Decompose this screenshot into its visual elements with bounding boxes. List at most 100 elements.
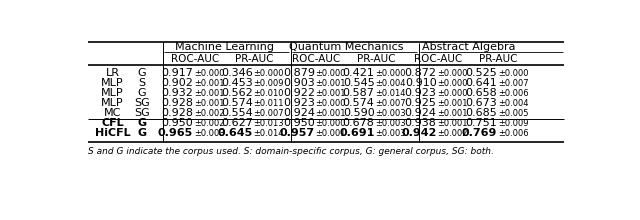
Text: ±0.003: ±0.003	[375, 129, 406, 138]
Text: PR-AUC: PR-AUC	[479, 54, 518, 64]
Text: ±0.000: ±0.000	[316, 119, 346, 128]
Text: G: G	[138, 128, 147, 138]
Text: 0.923: 0.923	[404, 88, 436, 98]
Text: 0.902: 0.902	[161, 78, 193, 88]
Text: 0.924: 0.924	[404, 108, 436, 118]
Text: ±0.014: ±0.014	[375, 89, 406, 98]
Text: 0.925: 0.925	[404, 98, 436, 108]
Text: 0.923: 0.923	[283, 98, 315, 108]
Text: ±0.006: ±0.006	[498, 89, 529, 98]
Text: MLP: MLP	[101, 78, 124, 88]
Text: 0.673: 0.673	[465, 98, 497, 108]
Text: S: S	[138, 78, 145, 88]
Text: ±0.001: ±0.001	[316, 89, 346, 98]
Text: ±0.011: ±0.011	[253, 99, 284, 108]
Text: 0.903: 0.903	[283, 78, 315, 88]
Text: ±0.004: ±0.004	[498, 99, 528, 108]
Text: MC: MC	[104, 108, 121, 118]
Text: HiCFL: HiCFL	[95, 128, 131, 138]
Text: 0.872: 0.872	[404, 68, 436, 78]
Text: ±0.001: ±0.001	[316, 129, 346, 138]
Text: ±0.010: ±0.010	[253, 89, 284, 98]
Text: ±0.001: ±0.001	[437, 109, 468, 118]
Text: ±0.001: ±0.001	[437, 99, 468, 108]
Text: 0.922: 0.922	[283, 88, 315, 98]
Text: ROC-AUC: ROC-AUC	[414, 54, 462, 64]
Text: ±0.009: ±0.009	[253, 79, 284, 88]
Text: 0.942: 0.942	[401, 128, 436, 138]
Text: G: G	[138, 88, 147, 98]
Text: ±0.000: ±0.000	[316, 69, 346, 78]
Text: ±0.001: ±0.001	[316, 79, 346, 88]
Text: 0.928: 0.928	[161, 108, 193, 118]
Text: SG: SG	[134, 108, 150, 118]
Text: 0.685: 0.685	[465, 108, 497, 118]
Text: ±0.000: ±0.000	[194, 69, 225, 78]
Text: 0.574: 0.574	[342, 98, 374, 108]
Text: 0.957: 0.957	[280, 128, 315, 138]
Text: ±0.001: ±0.001	[194, 89, 225, 98]
Text: 0.587: 0.587	[342, 88, 374, 98]
Text: 0.910: 0.910	[404, 78, 436, 88]
Text: ±0.000: ±0.000	[437, 89, 468, 98]
Text: S and G indicate the corpus used. S: domain-specific corpus, G: general corpus, : S and G indicate the corpus used. S: dom…	[88, 147, 493, 156]
Text: ±0.001: ±0.001	[316, 109, 346, 118]
Text: ±0.000: ±0.000	[437, 79, 468, 88]
Text: ±0.003: ±0.003	[375, 119, 406, 128]
Text: SG: SG	[134, 98, 150, 108]
Text: PR-AUC: PR-AUC	[357, 54, 396, 64]
Text: 0.678: 0.678	[342, 118, 374, 128]
Text: 0.641: 0.641	[465, 78, 497, 88]
Text: ±0.007: ±0.007	[253, 109, 284, 118]
Text: Quantum Mechanics: Quantum Mechanics	[289, 42, 403, 52]
Text: 0.928: 0.928	[161, 98, 193, 108]
Text: ±0.002: ±0.002	[194, 109, 225, 118]
Text: CFL: CFL	[101, 118, 124, 128]
Text: Abstract Algebra: Abstract Algebra	[422, 42, 515, 52]
Text: 0.917: 0.917	[161, 68, 193, 78]
Text: PR-AUC: PR-AUC	[235, 54, 274, 64]
Text: ±0.002: ±0.002	[437, 129, 468, 138]
Text: 0.545: 0.545	[343, 78, 374, 88]
Text: ROC-AUC: ROC-AUC	[292, 54, 340, 64]
Text: G: G	[138, 118, 147, 128]
Text: ±0.007: ±0.007	[498, 79, 529, 88]
Text: ±0.003: ±0.003	[375, 109, 406, 118]
Text: 0.627: 0.627	[221, 118, 253, 128]
Text: 0.938: 0.938	[404, 118, 436, 128]
Text: ±0.003: ±0.003	[194, 129, 225, 138]
Text: MLP: MLP	[101, 98, 124, 108]
Text: ±0.001: ±0.001	[194, 99, 225, 108]
Text: ±0.001: ±0.001	[194, 79, 225, 88]
Text: 0.574: 0.574	[221, 98, 253, 108]
Text: Machine Learning: Machine Learning	[175, 42, 274, 52]
Text: 0.658: 0.658	[465, 88, 497, 98]
Text: 0.525: 0.525	[465, 68, 497, 78]
Text: 0.751: 0.751	[465, 118, 497, 128]
Text: 0.950: 0.950	[161, 118, 193, 128]
Text: 0.645: 0.645	[218, 128, 253, 138]
Text: ±0.004: ±0.004	[375, 79, 406, 88]
Text: ±0.009: ±0.009	[498, 119, 528, 128]
Text: ±0.001: ±0.001	[437, 119, 468, 128]
Text: ROC-AUC: ROC-AUC	[171, 54, 219, 64]
Text: 0.562: 0.562	[221, 88, 253, 98]
Text: ±0.000: ±0.000	[437, 69, 468, 78]
Text: ±0.000: ±0.000	[375, 69, 406, 78]
Text: 0.879: 0.879	[283, 68, 315, 78]
Text: ±0.000: ±0.000	[253, 69, 284, 78]
Text: 0.924: 0.924	[283, 108, 315, 118]
Text: ±0.006: ±0.006	[498, 129, 529, 138]
Text: G: G	[138, 68, 147, 78]
Text: 0.965: 0.965	[158, 128, 193, 138]
Text: MLP: MLP	[101, 88, 124, 98]
Text: 0.453: 0.453	[221, 78, 253, 88]
Text: ±0.005: ±0.005	[498, 109, 528, 118]
Text: ±0.000: ±0.000	[316, 99, 346, 108]
Text: 0.346: 0.346	[221, 68, 253, 78]
Text: 0.769: 0.769	[461, 128, 497, 138]
Text: ±0.013: ±0.013	[253, 119, 284, 128]
Text: ±0.002: ±0.002	[194, 119, 225, 128]
Text: 0.691: 0.691	[339, 128, 374, 138]
Text: 0.590: 0.590	[343, 108, 374, 118]
